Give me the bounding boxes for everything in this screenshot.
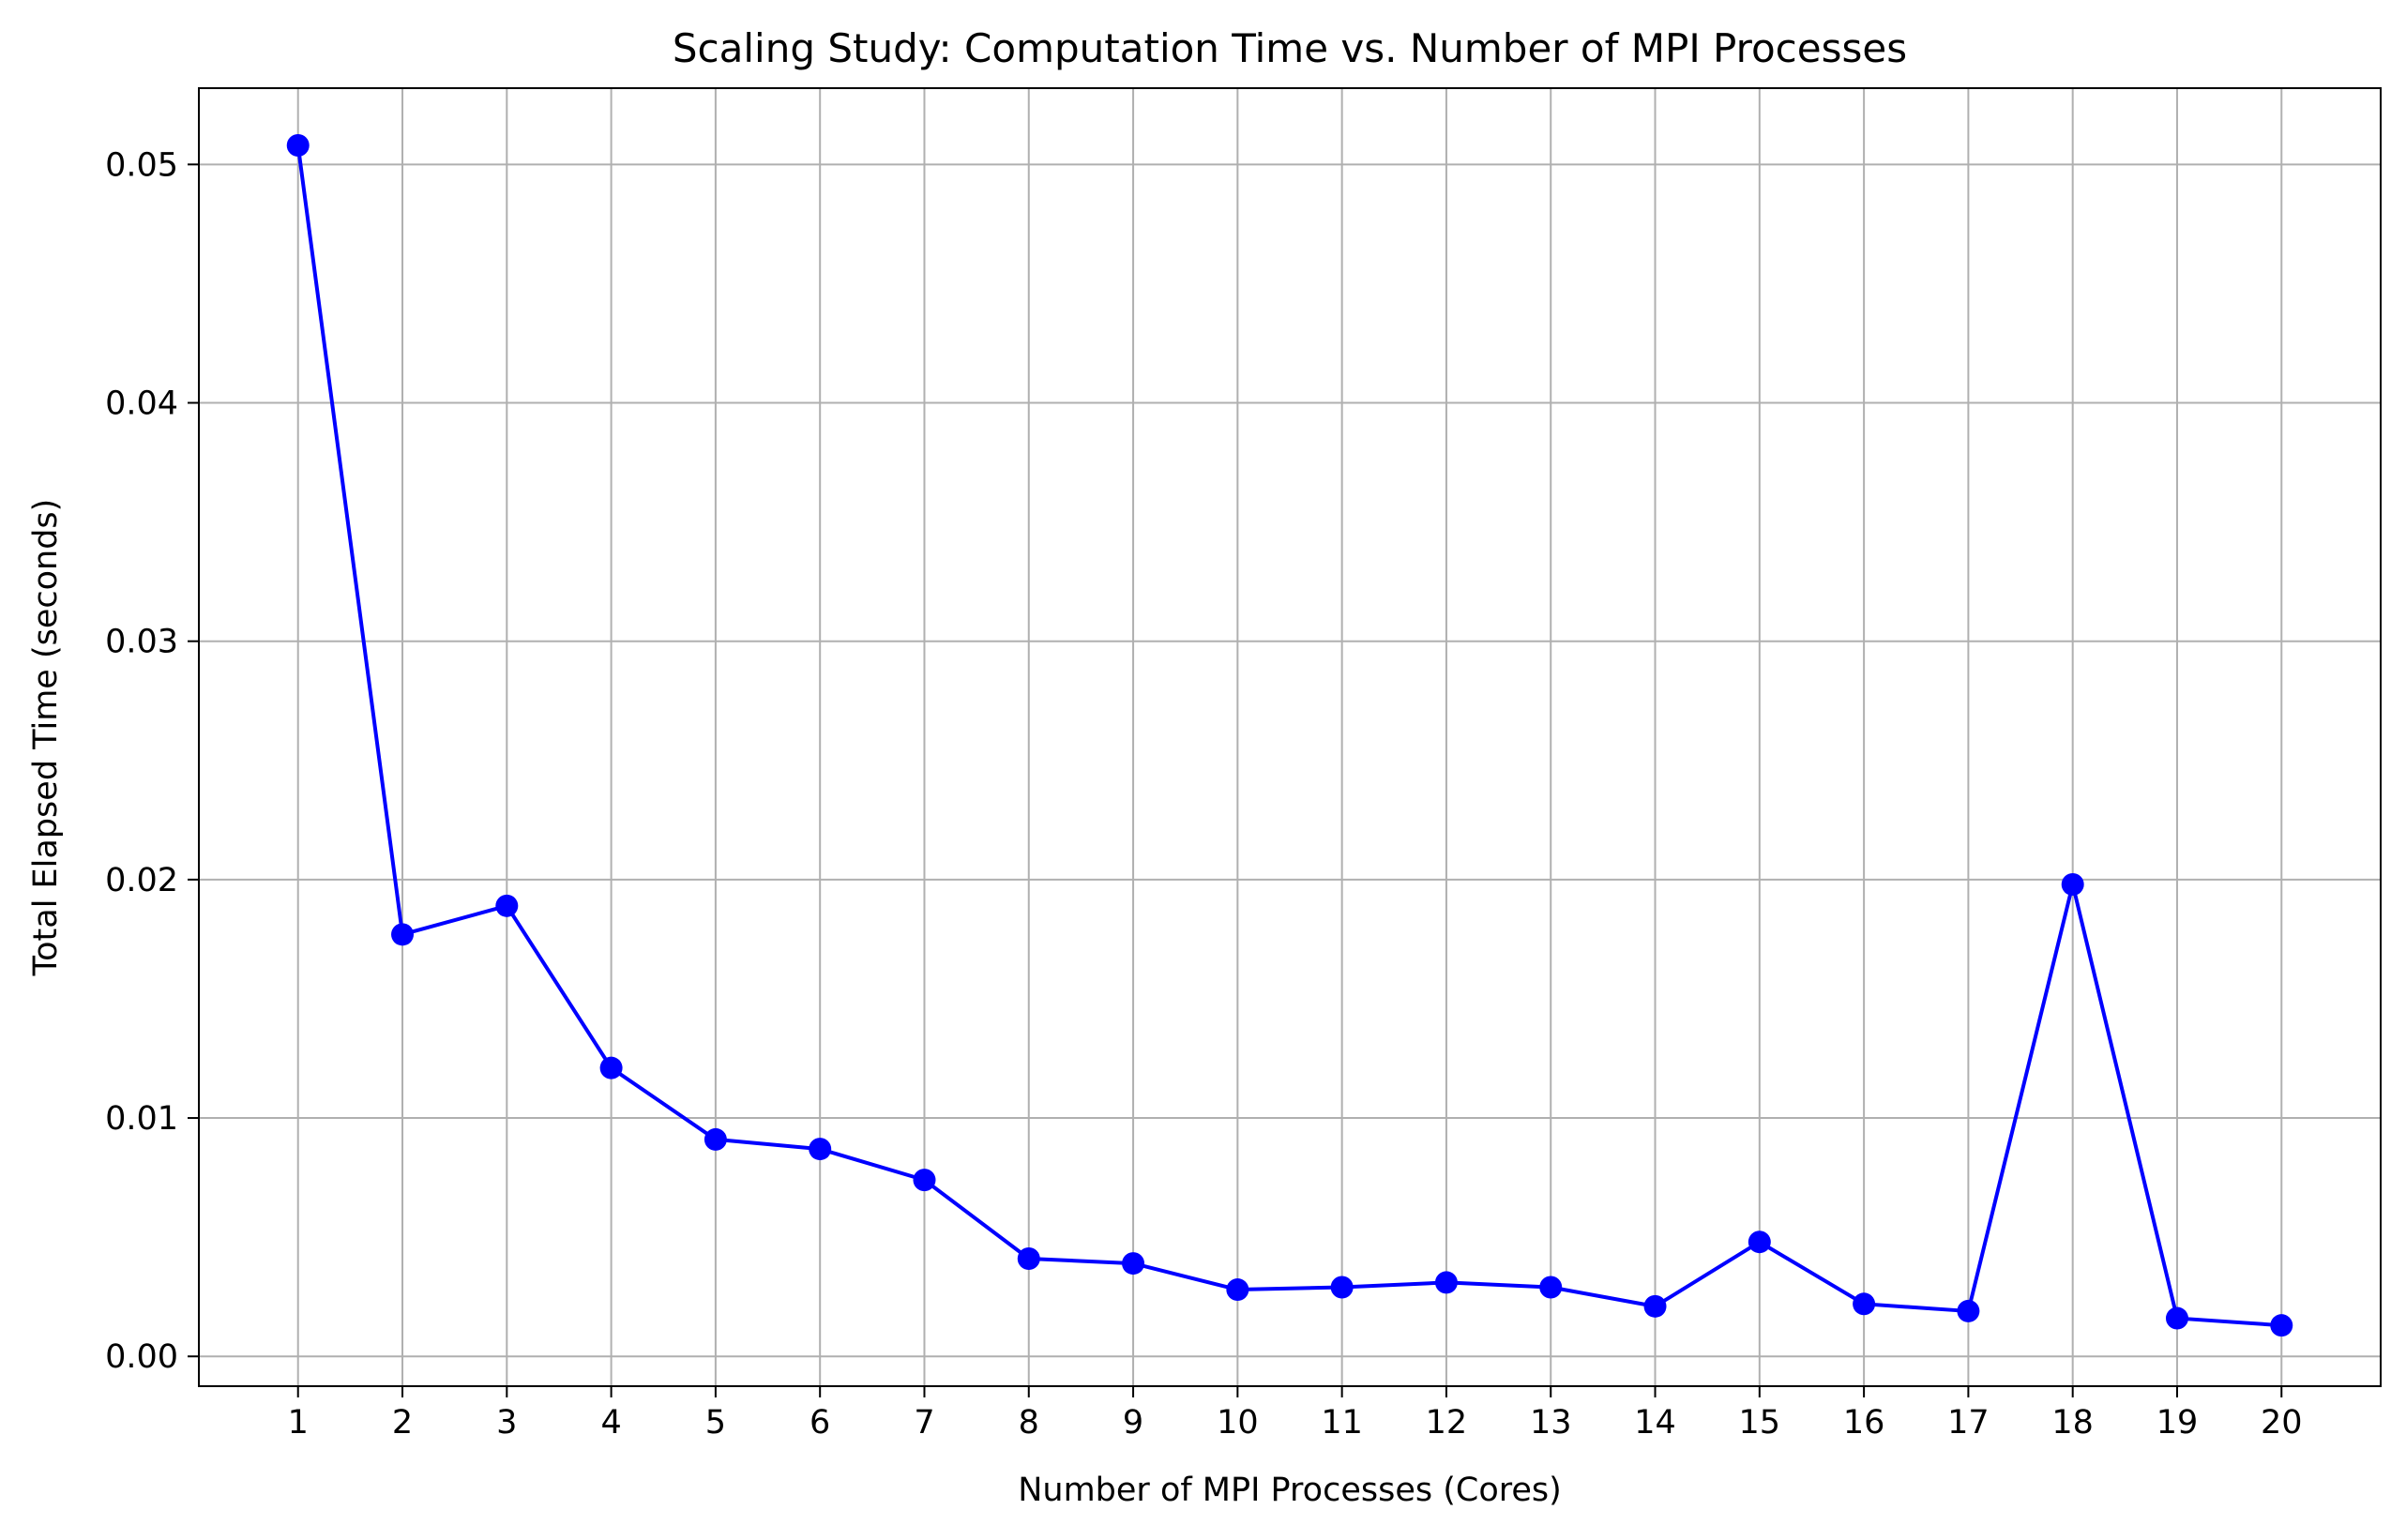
data-point [495,894,519,917]
data-point [1853,1292,1876,1316]
x-tick-label: 5 [705,1404,726,1442]
x-tick-label: 17 [1947,1404,1990,1442]
data-point [1330,1276,1354,1299]
x-axis-ticks: 1 2 3 4 5 6 7 8 9 10 11 12 13 14 15 16 17 18 19 20 [288,1386,2303,1442]
data-point [1748,1230,1771,1254]
chart-title: Scaling Study: Computation Time vs. Numb… [673,25,1907,71]
data-point [704,1127,727,1151]
y-tick-label: 0.04 [105,385,178,423]
y-tick-label: 0.02 [105,862,178,899]
y-tick-label: 0.01 [105,1100,178,1138]
x-tick-label: 6 [810,1404,830,1442]
x-tick-label: 11 [1321,1404,1363,1442]
y-tick-label: 0.00 [105,1338,178,1376]
data-point [1017,1247,1040,1271]
grid-lines [199,88,2381,1386]
data-point [2061,872,2084,896]
x-tick-label: 3 [496,1404,517,1442]
series-layer [286,134,2293,1337]
x-tick-label: 18 [2051,1404,2094,1442]
x-tick-label: 13 [1530,1404,1572,1442]
plot-frame [198,87,2382,1387]
x-tick-label: 7 [914,1404,934,1442]
data-point [391,923,415,946]
x-tick-label: 1 [288,1404,309,1442]
x-tick-label: 2 [392,1404,413,1442]
data-point [2165,1306,2188,1330]
data-point [809,1138,832,1161]
x-tick-label: 4 [600,1404,621,1442]
x-axis-label: Number of MPI Processes (Cores) [1018,1472,1562,1509]
x-tick-label: 10 [1217,1404,1259,1442]
x-tick-label: 9 [1123,1404,1143,1442]
data-point [1434,1271,1458,1294]
y-tick-label: 0.05 [105,146,178,184]
data-point [599,1056,623,1080]
data-point [913,1169,936,1192]
y-tick-label: 0.03 [105,624,178,661]
y-axis-ticks: 0.00 0.01 0.02 0.03 0.04 0.05 [105,146,199,1376]
data-point [1539,1276,1563,1299]
data-point [1226,1278,1249,1302]
data-point [1643,1294,1667,1318]
y-axis-label: Total Elapsed Time (seconds) [27,499,65,977]
x-tick-label: 8 [1019,1404,1039,1442]
data-point [1122,1252,1145,1276]
data-point [1957,1299,1980,1322]
x-tick-label: 12 [1426,1404,1468,1442]
x-tick-label: 19 [2156,1404,2199,1442]
x-tick-label: 15 [1739,1404,1781,1442]
x-tick-label: 14 [1634,1404,1676,1442]
series-line [295,144,2282,1328]
x-tick-label: 16 [1843,1404,1885,1442]
data-point [2270,1314,2293,1337]
data-point [286,134,310,158]
x-tick-label: 20 [2261,1404,2303,1442]
